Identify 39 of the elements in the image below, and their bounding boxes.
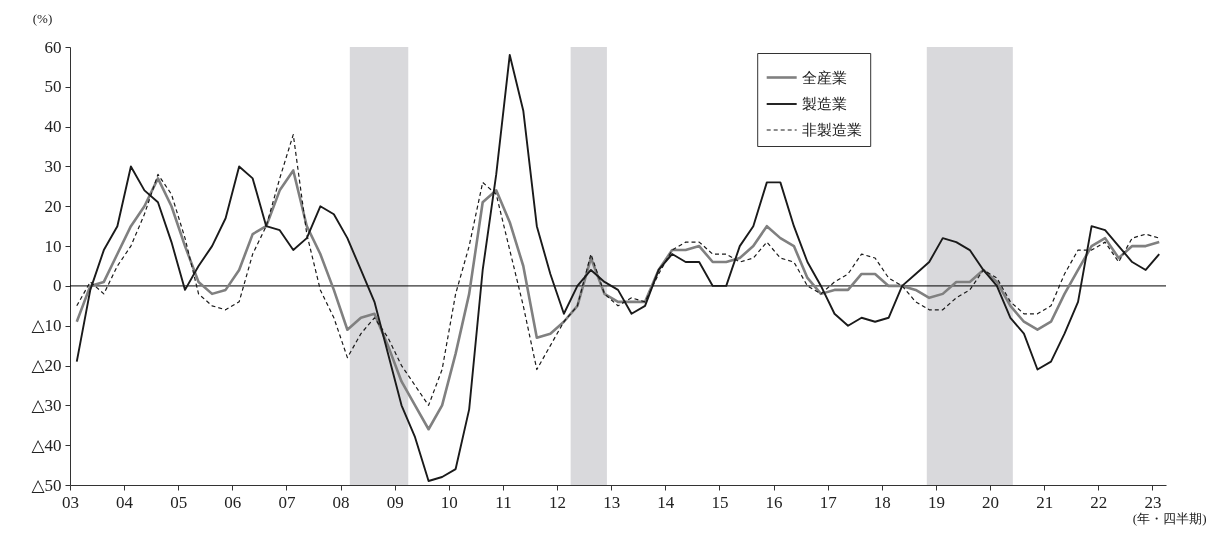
x-tick-label: 08 bbox=[332, 492, 350, 512]
legend-label: 全産業 bbox=[802, 69, 848, 86]
x-tick-label: 15 bbox=[711, 492, 729, 512]
legend-label: 非製造業 bbox=[802, 122, 863, 138]
x-tick-label: 22 bbox=[1090, 492, 1108, 512]
x-tick-label: 21 bbox=[1036, 492, 1054, 512]
y-tick-label: △20 bbox=[31, 356, 62, 376]
y-tick-label: △30 bbox=[31, 395, 62, 415]
x-tick-label: 04 bbox=[116, 492, 134, 512]
y-tick-label: 10 bbox=[44, 236, 62, 256]
x-tick-label: 12 bbox=[549, 492, 567, 512]
x-tick-label: 23 bbox=[1144, 492, 1162, 512]
x-tick-label: 19 bbox=[927, 492, 945, 512]
y-tick-label: 0 bbox=[53, 276, 62, 296]
y-tick-label: 20 bbox=[44, 196, 62, 216]
x-tick-label: 11 bbox=[495, 492, 512, 512]
y-tick-label: △50 bbox=[31, 475, 62, 495]
y-tick-label: 30 bbox=[44, 156, 62, 176]
x-tick-label: 06 bbox=[224, 492, 242, 512]
x-tick-label: 09 bbox=[386, 492, 404, 512]
x-tick-label: 14 bbox=[657, 492, 675, 512]
x-tick-label: 18 bbox=[873, 492, 891, 512]
y-tick-label: 50 bbox=[44, 77, 62, 97]
y-axis-title: (%) bbox=[32, 10, 53, 26]
x-tick-label: 13 bbox=[603, 492, 621, 512]
x-tick-label: 16 bbox=[765, 492, 783, 512]
y-tick-label: 60 bbox=[44, 37, 62, 57]
x-tick-label: 10 bbox=[440, 492, 458, 512]
x-axis-title: (年・四半期) bbox=[1132, 510, 1207, 526]
y-tick-label: △40 bbox=[31, 435, 62, 455]
x-tick-label: 07 bbox=[278, 492, 296, 512]
y-tick-label: 40 bbox=[44, 117, 62, 137]
line-series bbox=[75, 54, 1161, 482]
y-tick-label: △10 bbox=[31, 316, 62, 336]
x-tick-label: 05 bbox=[170, 492, 188, 512]
x-tick-label: 17 bbox=[819, 492, 838, 512]
legend-label: 製造業 bbox=[802, 96, 848, 112]
x-tick-label: 03 bbox=[62, 492, 79, 512]
x-tick-label: 20 bbox=[982, 492, 1000, 512]
